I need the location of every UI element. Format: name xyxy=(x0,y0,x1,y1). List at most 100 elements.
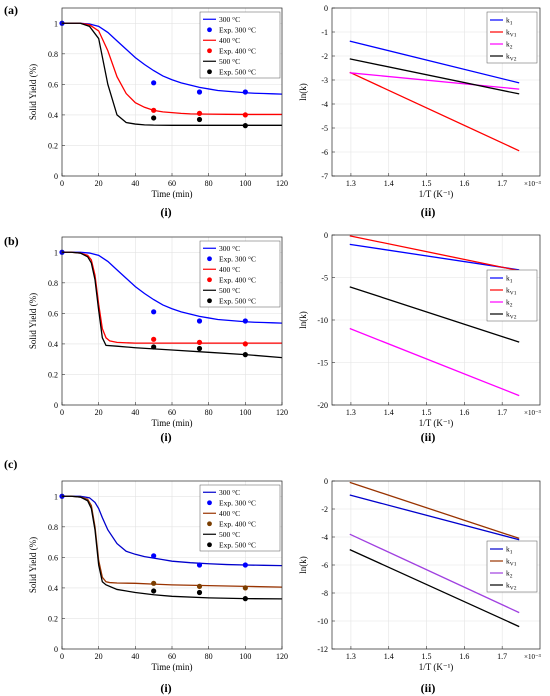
data-point-c-i-exp-500-c-0 xyxy=(151,588,157,594)
row-label-b: (b) xyxy=(4,234,19,248)
tick-label-y-a-i-1: 0.2 xyxy=(48,141,58,150)
series-line-b-ii-k-2 xyxy=(349,327,520,397)
legend-label-c-ii-k-1: k1 xyxy=(506,545,513,556)
tick-label-x-b-ii-2: 1.5 xyxy=(422,408,432,417)
legend-label-b-i-400-c: 400 °C xyxy=(219,265,240,274)
tick-label-x-c-ii-2: 1.5 xyxy=(422,652,432,661)
tick-label-x-b-ii-0: 1.3 xyxy=(346,408,356,417)
tick-label-x-c-i-6: 120 xyxy=(276,652,288,661)
legend-label-a-i-400-c: 400 °C xyxy=(219,36,240,45)
series-line-b-ii-k-v2 xyxy=(349,286,520,343)
data-point-b-i-exp-400-c-2 xyxy=(242,341,248,347)
series-line-b-i-500-c xyxy=(62,251,282,359)
tick-label-y-a-ii-1: -6 xyxy=(321,148,328,157)
tick-label-y-c-i-1: 0.2 xyxy=(48,614,58,623)
x-exponent-label-b-ii: ×10⁻³ xyxy=(524,409,541,417)
legend-box-b-i xyxy=(199,240,281,308)
tick-label-y-b-ii-3: -5 xyxy=(321,274,328,283)
x-exponent-label-a-ii: ×10⁻³ xyxy=(524,180,541,188)
tick-label-x-a-i-0: 0 xyxy=(60,179,64,188)
legend-label-c-ii-k-2: k2 xyxy=(506,569,513,580)
data-point-b-i-exp-300-c-2 xyxy=(196,318,203,324)
sub-label-b-i: (i) xyxy=(160,430,171,444)
legend-label-a-i-exp-500-c: Exp. 500 °C xyxy=(219,67,256,76)
data-point-c-i-exp-400-c-0 xyxy=(151,580,157,586)
legend-label-a-i-exp-300-c: Exp. 300 °C xyxy=(219,25,256,34)
legend-label-b-ii-k-1: k1 xyxy=(506,274,513,285)
x-axis-label-b-ii: 1/T (K⁻¹) xyxy=(419,418,454,428)
tick-label-x-a-i-4: 80 xyxy=(205,179,213,188)
sub-label-a-ii: (ii) xyxy=(421,205,436,219)
data-point-a-i-exp-500-c-2 xyxy=(242,123,248,129)
legend-swatch-a-i-exp-500-c xyxy=(207,69,212,75)
legend-label-c-i-exp-300-c: Exp. 300 °C xyxy=(219,498,256,507)
legend-label-b-ii-k-v1: kV1 xyxy=(506,286,517,297)
chart-c-ii: 1.3 1.4 1.5 1.6 1.7 -12 -10 -8 -6 -4 -2 0 1/T (K⁻¹) l… xyxy=(298,477,541,672)
chart-a-i: 0 20 40 60 80 100 120 0 0.2 0.4 0.6 0.8 1 Time (min) S… xyxy=(28,7,288,199)
tick-label-y-b-ii-0: -20 xyxy=(317,401,328,410)
tick-label-y-b-ii-4: 0 xyxy=(324,231,328,240)
legend-label-c-i-exp-400-c: Exp. 400 °C xyxy=(219,519,256,528)
legend-label-a-ii-k-v1: kV1 xyxy=(506,28,517,39)
series-line-b-ii-k-v1 xyxy=(349,235,520,272)
data-point-b-i-exp-300-c-3 xyxy=(242,318,248,324)
tick-label-y-c-ii-0: -12 xyxy=(317,645,328,654)
axes-frame-a-i xyxy=(61,7,283,177)
data-point-b-i-exp-500-c-1 xyxy=(196,345,203,352)
data-point-b-i-exp-500-c-2 xyxy=(242,352,248,358)
legend-box-a-i xyxy=(199,11,281,79)
series-line-c-ii-k-1 xyxy=(349,494,520,541)
legend-label-c-i-400-c: 400 °C xyxy=(219,509,240,518)
series-line-c-i-500-c xyxy=(62,495,282,600)
legend-label-a-ii-k-v2: kV2 xyxy=(506,52,517,63)
legend-label-a-i-exp-400-c: Exp. 400 °C xyxy=(219,46,256,55)
tick-label-x-c-ii-4: 1.7 xyxy=(497,652,507,661)
series-line-a-i-500-c xyxy=(62,22,282,126)
axes-frame-b-i xyxy=(61,236,283,406)
tick-label-y-b-ii-2: -10 xyxy=(317,316,328,325)
sub-label-c-ii: (ii) xyxy=(421,681,436,695)
chart-a-ii: 1.3 1.4 1.5 1.6 1.7 -7 -6 -5 -4 -3 -2 -1 0 1/T (K⁻¹) l… xyxy=(298,4,541,199)
tick-label-y-c-i-5: 1 xyxy=(54,492,58,501)
data-point-b-i-exp-400-c-0 xyxy=(151,336,157,342)
data-point-c-i-exp-500-c-1 xyxy=(196,589,203,596)
data-point-c-i-exp-400-c-1 xyxy=(196,583,203,589)
data-point-a-i-exp-500-c-1 xyxy=(196,116,203,123)
series-line-b-ii-k-1 xyxy=(349,243,520,271)
legend-label-a-i-300-c: 300 °C xyxy=(219,15,240,24)
tick-label-y-a-ii-7: 0 xyxy=(324,4,328,13)
axes-frame-b-ii xyxy=(331,234,541,406)
legend-swatch-b-i-exp-300-c xyxy=(207,256,212,262)
series-line-c-ii-k-2 xyxy=(349,533,520,614)
tick-label-x-a-i-6: 120 xyxy=(276,179,288,188)
tick-label-x-c-i-5: 100 xyxy=(239,652,251,661)
legend-label-b-i-300-c: 300 °C xyxy=(219,244,240,253)
legend-label-a-ii-k-1: k1 xyxy=(506,16,513,27)
data-point-c-i-exp-300-c-1 xyxy=(151,553,157,559)
axes-frame-c-ii xyxy=(331,480,541,650)
series-line-b-i-400-c xyxy=(62,251,282,344)
y-axis-label-b-i: Solid Yield (%) xyxy=(28,293,38,349)
tick-label-x-a-ii-0: 1.3 xyxy=(346,179,356,188)
tick-label-y-a-i-2: 0.4 xyxy=(48,111,58,120)
legend-swatch-a-i-exp-400-c xyxy=(207,48,212,54)
tick-label-y-c-ii-4: -4 xyxy=(321,533,328,542)
legend-swatch-c-i-exp-400-c xyxy=(207,521,212,527)
tick-label-x-b-i-3: 60 xyxy=(168,408,176,417)
legend-swatch-b-i-exp-500-c xyxy=(207,298,212,304)
series-line-a-ii-k-1 xyxy=(349,40,520,84)
data-point-c-i-exp-300-c-3 xyxy=(242,562,248,568)
series-line-a-i-400-c xyxy=(62,22,282,116)
tick-label-x-b-i-2: 40 xyxy=(131,408,139,417)
legend-label-b-i-exp-300-c: Exp. 300 °C xyxy=(219,254,256,263)
tick-label-x-c-i-2: 40 xyxy=(131,652,139,661)
legend-swatch-c-i-exp-500-c xyxy=(207,542,212,548)
tick-label-x-b-i-1: 20 xyxy=(95,408,103,417)
legend-label-c-ii-k-v2: kV2 xyxy=(506,581,517,592)
tick-label-x-b-ii-4: 1.7 xyxy=(497,408,507,417)
tick-label-y-c-i-0: 0 xyxy=(54,645,58,654)
tick-label-y-a-ii-6: -1 xyxy=(321,28,328,37)
tick-label-y-b-i-5: 1 xyxy=(54,248,58,257)
tick-label-y-a-ii-0: -7 xyxy=(321,172,328,181)
